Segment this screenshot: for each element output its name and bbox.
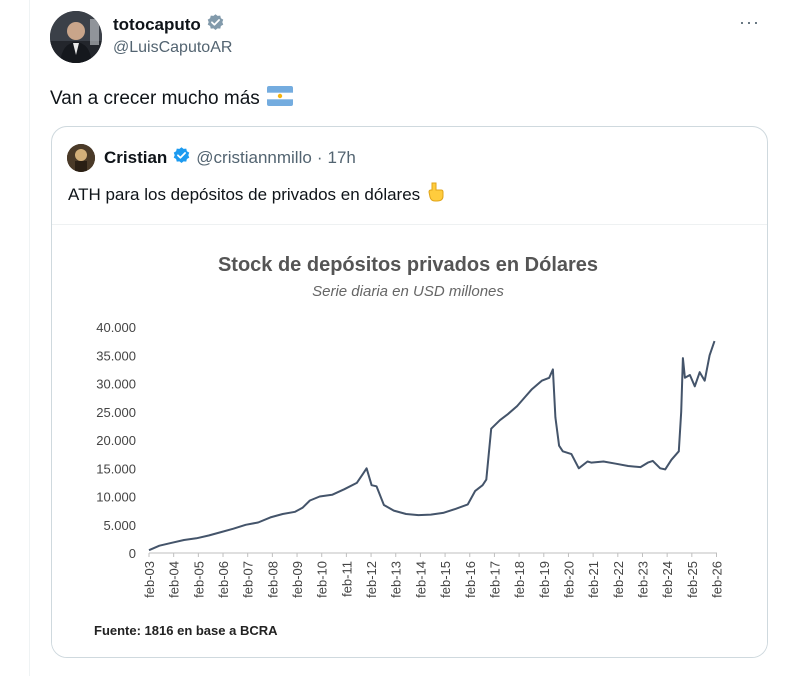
x-tick-label: feb-03: [142, 561, 157, 598]
more-options-button[interactable]: ···: [739, 12, 760, 32]
x-tick-label: feb-13: [389, 561, 404, 598]
y-tick-label: 35.000: [96, 348, 136, 363]
x-tick-label: feb-12: [364, 561, 379, 598]
x-tick-label: feb-11: [339, 561, 354, 597]
verified-badge-icon: [206, 13, 225, 37]
quoted-text-content: ATH para los depósitos de privados en dó…: [68, 184, 421, 204]
x-tick-label: feb-10: [315, 561, 330, 598]
y-tick-label: 0: [129, 546, 136, 561]
y-tick-label: 5.000: [103, 518, 136, 533]
argentina-flag-icon: [266, 86, 293, 112]
x-tick-label: feb-08: [265, 561, 280, 598]
display-name[interactable]: totocaputo: [113, 15, 201, 34]
x-tick-label: feb-24: [660, 561, 675, 598]
deposits-chart: Stock de depósitos privados en Dólares S…: [94, 254, 725, 638]
y-tick-label: 40.000: [96, 320, 136, 335]
y-tick-label: 20.000: [96, 433, 136, 448]
x-tick-label: feb-05: [191, 561, 206, 598]
x-tick-label: feb-18: [512, 561, 527, 598]
timeline-divider: [29, 0, 30, 676]
x-tick-label: feb-09: [290, 561, 305, 598]
dot-separator: ·: [316, 148, 323, 167]
x-tick-label: feb-21: [586, 561, 601, 598]
user-handle[interactable]: @LuisCaputoAR: [113, 39, 233, 56]
quoted-text: ATH para los depósitos de privados en dó…: [68, 181, 446, 208]
y-tick-label: 25.000: [96, 405, 136, 420]
x-tick-label: feb-23: [635, 561, 650, 598]
x-tick-label: feb-07: [241, 561, 256, 598]
quoted-avatar[interactable]: [67, 144, 95, 172]
y-tick-label: 15.000: [96, 461, 136, 476]
quoted-avatar-image: [67, 144, 95, 172]
x-tick-label: feb-26: [710, 561, 725, 598]
chart-subtitle: Serie diaria en USD millones: [312, 283, 504, 300]
pointing-down-hand-icon: [426, 181, 446, 208]
x-tick-label: feb-04: [167, 561, 182, 598]
x-tick-label: feb-25: [685, 561, 700, 598]
x-tick-label: feb-20: [561, 561, 576, 598]
x-tick-label: feb-06: [216, 561, 231, 598]
chart-title: Stock de depósitos privados en Dólares: [218, 254, 598, 276]
x-tick-label: feb-19: [537, 561, 552, 598]
avatar-image: [50, 11, 102, 63]
y-tick-label: 10.000: [96, 490, 136, 505]
y-tick-label: 30.000: [96, 377, 136, 392]
x-tick-label: feb-22: [611, 561, 626, 598]
chart-source: Fuente: 1816 en base a BCRA: [94, 623, 278, 638]
x-tick-label: feb-14: [413, 561, 428, 598]
chart-image[interactable]: Stock de depósitos privados en Dólares S…: [52, 224, 767, 657]
x-tick-label: feb-15: [438, 561, 453, 598]
x-tick-label: feb-16: [463, 561, 478, 598]
tweet-text: Van a crecer mucho más: [50, 86, 293, 112]
series-line: [148, 340, 716, 552]
x-tick-label: feb-17: [487, 561, 502, 598]
avatar[interactable]: [50, 11, 102, 63]
quoted-timestamp[interactable]: 17h: [327, 148, 356, 167]
quoted-tweet[interactable]: Cristian @cristiannmillo · 17h ATH para …: [51, 126, 768, 658]
tweet-text-content: Van a crecer mucho más: [50, 88, 260, 109]
quoted-handle[interactable]: @cristiannmillo: [196, 148, 312, 167]
verified-badge-icon: [172, 146, 191, 170]
quoted-display-name[interactable]: Cristian: [104, 148, 168, 167]
